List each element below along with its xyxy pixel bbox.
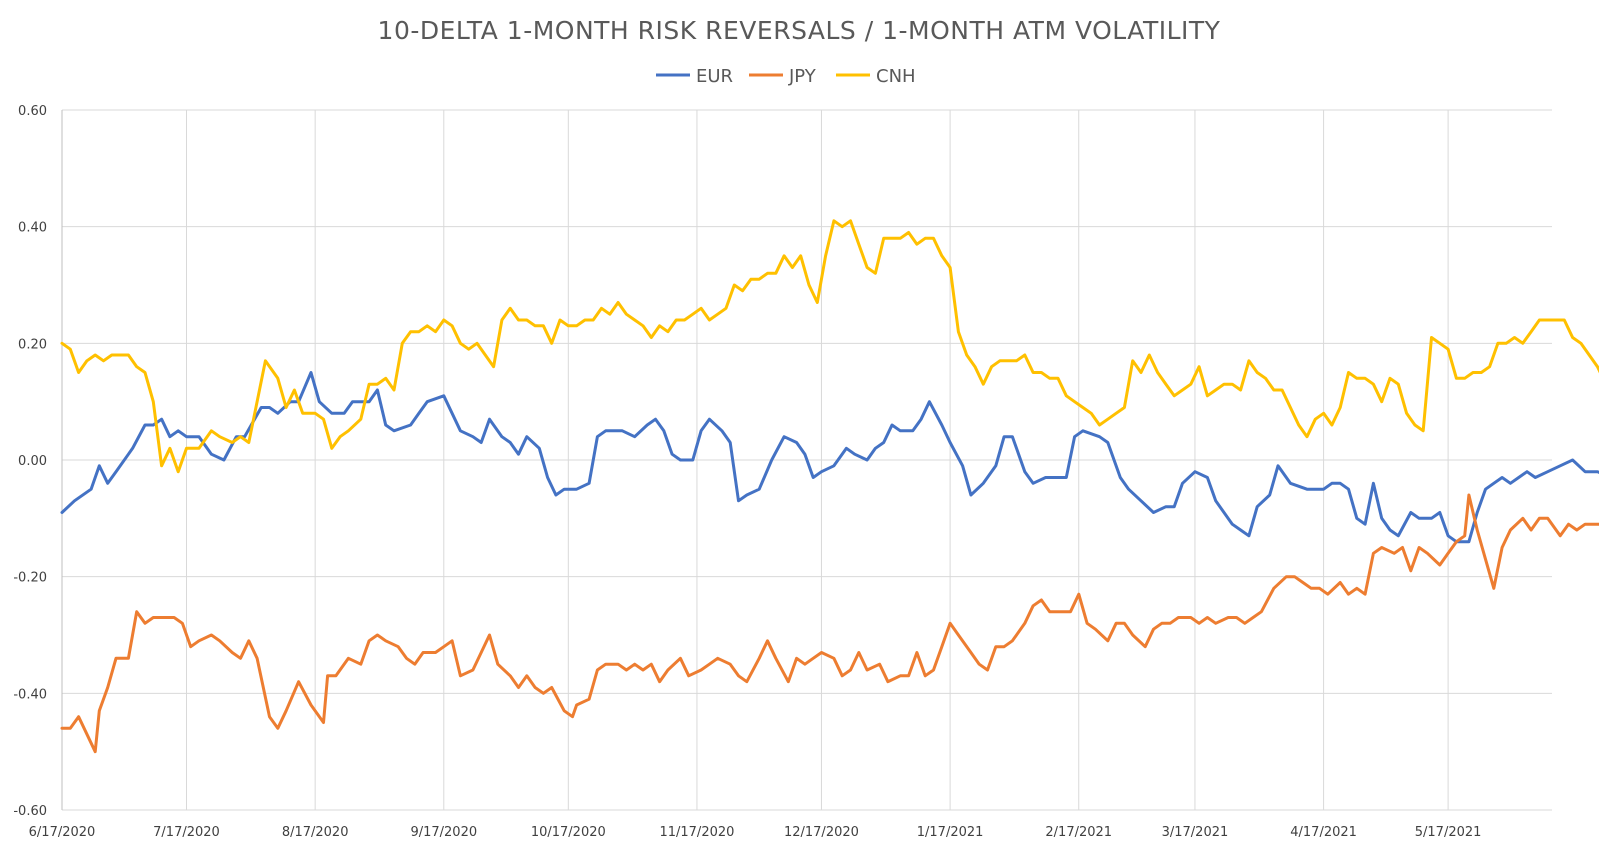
x-tick-label: 7/17/2020 xyxy=(153,825,220,840)
legend: EUR JPY CNH xyxy=(656,66,916,87)
x-tick-label: 1/17/2021 xyxy=(917,825,984,840)
x-tick-label: 12/17/2020 xyxy=(784,825,859,840)
y-tick-label: 0.40 xyxy=(18,221,47,236)
y-axis-tick-labels: 0.60 0.40 0.20 0.00 -0.20 -0.40 -0.60 xyxy=(13,104,47,819)
chart-title: 10-DELTA 1-MONTH RISK REVERSALS / 1-MONT… xyxy=(378,16,1221,45)
y-tick-label: 0.20 xyxy=(18,337,47,352)
x-tick-label: 6/17/2020 xyxy=(29,825,96,840)
series-line-jpy xyxy=(60,493,1599,754)
y-tick-label: -0.40 xyxy=(13,687,47,702)
y-tick-label: 0.00 xyxy=(18,454,47,469)
y-tick-label: 0.60 xyxy=(18,104,47,119)
legend-item-eur: EUR xyxy=(656,66,733,87)
legend-label-jpy: JPY xyxy=(788,66,817,87)
legend-label-cnh: CNH xyxy=(876,66,916,87)
series-line-eur xyxy=(60,371,1599,544)
series-line-cnh xyxy=(60,219,1599,474)
x-tick-label: 5/17/2021 xyxy=(1415,825,1482,840)
series-lines xyxy=(60,219,1599,754)
legend-item-jpy: JPY xyxy=(749,66,817,87)
x-tick-label: 3/17/2021 xyxy=(1162,825,1229,840)
x-tick-label: 4/17/2021 xyxy=(1290,825,1357,840)
x-tick-label: 2/17/2021 xyxy=(1045,825,1112,840)
x-axis-tick-labels: 6/17/2020 7/17/2020 8/17/2020 9/17/2020 10/1… xyxy=(29,825,1482,840)
x-tick-label: 10/17/2020 xyxy=(531,825,606,840)
x-tick-label: 9/17/2020 xyxy=(410,825,477,840)
x-tick-label: 11/17/2020 xyxy=(659,825,734,840)
x-tick-label: 8/17/2020 xyxy=(282,825,349,840)
legend-item-cnh: CNH xyxy=(836,66,916,87)
horizontal-gridlines xyxy=(62,109,1552,811)
y-tick-label: -0.60 xyxy=(13,804,47,819)
legend-label-eur: EUR xyxy=(696,66,733,87)
vertical-gridlines xyxy=(61,110,1449,810)
y-tick-label: -0.20 xyxy=(13,571,47,586)
